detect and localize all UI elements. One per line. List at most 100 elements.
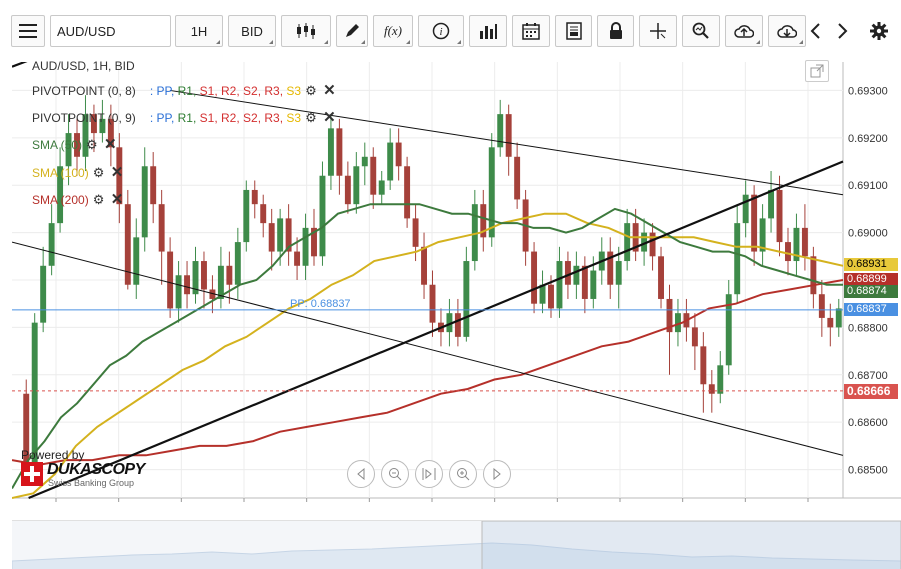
candle-body [353,166,360,205]
price-side-select[interactable]: BID [228,15,276,47]
x-tick-label: 05 [425,501,439,502]
candle-body [268,223,275,252]
candle-body [251,189,258,205]
pivot-1-levels: : PP, R1, S1, R2, S2, R3, S3 [150,84,301,98]
calendar-icon [522,23,540,40]
scroll-right-button[interactable] [483,460,511,488]
candle-body [124,204,131,285]
candle-body [217,265,224,299]
chart-nav-controls [347,460,512,490]
legend-sma-50: SMA (50) ⚙ ✕ [32,136,117,153]
hamburger-menu-icon [19,24,37,38]
candle-body [581,265,588,299]
settings-button[interactable] [865,15,893,47]
scroll-right-icon [493,468,501,480]
legend-sma-100: SMA (100) ⚙ ✕ [32,164,124,181]
download-button[interactable] [768,15,806,47]
price-tag: 0.68837 [844,302,898,316]
timeframe-select[interactable]: 1H [175,15,223,47]
upload-button[interactable] [725,15,763,47]
indicators-button[interactable]: f(x) [373,15,413,47]
candle-body [539,284,546,304]
close-icon[interactable]: ✕ [323,109,336,126]
candle-body [691,327,698,347]
gear-icon[interactable]: ⚙ [92,165,105,180]
price-tag: 0.68666 [844,383,898,399]
navigator-strip[interactable] [11,520,901,569]
volume-button[interactable] [469,15,507,47]
x-tick-label: 31 [49,501,63,502]
candle-body [344,175,351,205]
candle-body [48,223,55,266]
candle-body [158,204,165,252]
candle-body [556,261,563,309]
report-button[interactable] [555,15,592,47]
popout-button[interactable] [805,60,829,82]
candle-body [768,189,775,219]
prev-button[interactable] [802,15,827,47]
gear-icon[interactable]: ⚙ [92,192,105,207]
close-icon[interactable]: ✕ [104,136,117,153]
pivot-level-s2: S2, [243,84,265,98]
price-chart[interactable]: 3112:00Nov12:000412:000512:000612:000712… [12,62,901,502]
chart-area[interactable]: 3112:00Nov12:000412:000512:000612:000712… [12,59,901,502]
price-side-label: BID [241,23,263,39]
candle-body [505,114,512,157]
candle-body [82,114,89,157]
info-button[interactable]: i [418,15,464,47]
fit-icon [422,468,436,480]
trendline [28,160,844,500]
zoom-icon [692,22,709,39]
zoom-out-button[interactable] [381,460,409,488]
close-icon[interactable]: ✕ [110,191,124,208]
legend-instrument: AUD/USD, 1H, BID [32,59,135,73]
close-icon[interactable]: ✕ [110,164,124,181]
pivot-level-r3: R3, [264,84,287,98]
pivot-level-pp: PP, [156,111,178,125]
pivot-level-r2: R2, [221,111,244,125]
candle-body [759,218,766,252]
pivot-level-r1: R1, [177,111,200,125]
scroll-left-button[interactable] [347,460,375,488]
pivot-level-s2: S2, [243,111,265,125]
zoom-button[interactable] [682,15,720,47]
scroll-left-icon [357,468,365,480]
candle-body [497,114,504,148]
instrument-label: AUD/USD, 1H, BID [32,59,135,73]
candle-body [488,147,495,238]
candle-body [395,142,402,167]
zoom-in-button[interactable] [449,460,477,488]
chart-type-button[interactable] [281,15,331,47]
candle-body [801,227,808,257]
gear-icon[interactable]: ⚙ [305,83,317,98]
pivot-2-label: PIVOTPOINT (0, 9) [32,111,136,125]
candle-body [184,275,191,295]
candle-body [319,175,326,257]
sma-200-label: SMA (200) [32,193,89,207]
hamburger-menu-button[interactable] [11,15,45,47]
candle-body [641,232,648,252]
candle-body [150,166,157,205]
x-tick-label: Nov [170,501,193,502]
legend-pivot-2: PIVOTPOINT (0, 9) : PP, R1, S1, R2, S2, … [32,109,336,126]
symbol-input[interactable] [50,15,171,47]
y-tick-label: 0.69200 [848,133,888,145]
x-tick-label: 04 [300,501,314,502]
cloud-upload-icon [734,25,754,38]
close-icon[interactable]: ✕ [323,82,336,99]
draw-button[interactable] [336,15,368,47]
next-button[interactable] [830,15,855,47]
candle-body [243,189,250,243]
dukascopy-logo[interactable]: DUKASCOPY Swiss Banking Group [21,461,145,490]
candles-icon [297,23,315,39]
gear-icon[interactable]: ⚙ [305,110,317,125]
fit-button[interactable] [415,460,443,488]
candle-body [624,223,631,262]
calendar-button[interactable] [512,15,550,47]
gear-icon[interactable]: ⚙ [86,137,98,152]
crosshair-button[interactable] [639,15,677,47]
candle-body [31,322,38,475]
x-tick-label: 07 [676,501,690,502]
zoom-out-icon [389,468,402,481]
lock-button[interactable] [597,15,634,47]
